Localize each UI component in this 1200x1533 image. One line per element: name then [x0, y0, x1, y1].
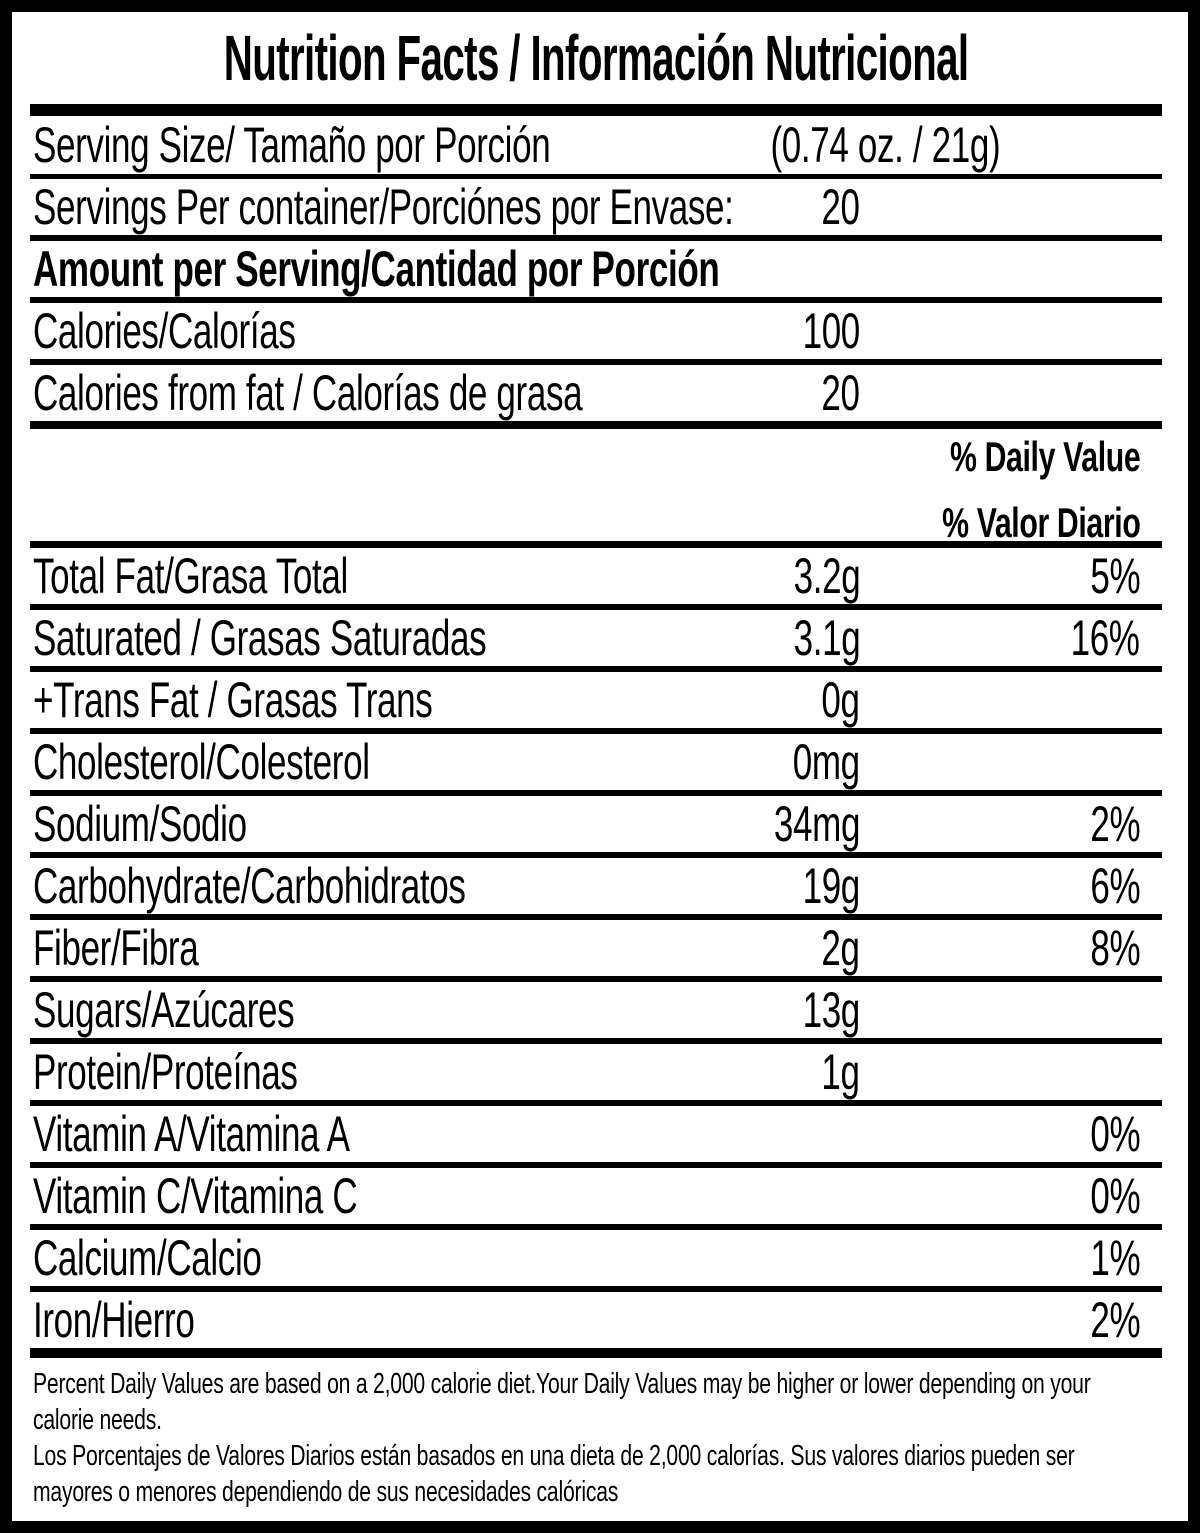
row-daily-value: 0%: [1090, 1168, 1140, 1224]
row-label: Calcium/Calcio: [33, 1230, 262, 1286]
row-amount: 13g: [802, 982, 861, 1038]
row-label: Iron/Hierro: [33, 1292, 195, 1348]
nutrient-row-carbohydrate: Carbohydrate/Carbohidratos 19g 6%: [30, 858, 1162, 920]
row-daily-value: 16%: [1070, 610, 1140, 666]
nutrient-row-vitamin-c: Vitamin C/Vitamina C 0%: [30, 1168, 1162, 1230]
footnote-line: calorie needs.: [33, 1402, 1159, 1438]
row-label: Carbohydrate/Carbohidratos: [33, 858, 466, 914]
nutrient-row-calcium: Calcium/Calcio 1%: [30, 1230, 1162, 1292]
footnote-line: Percent Daily Values are based on a 2,00…: [33, 1366, 1159, 1402]
amount-per-serving-heading: Amount per Serving/Cantidad por Porción: [33, 241, 720, 297]
footnote-es-line-2: mayores o menores dependiendo de sus nec…: [33, 1476, 619, 1508]
nutrient-row-sugars: Sugars/Azúcares 13g: [30, 982, 1162, 1044]
nutrient-row-cholesterol: Cholesterol/Colesterol 0mg: [30, 734, 1162, 796]
footnote-en-line-1: Percent Daily Values are based on a 2,00…: [33, 1368, 1091, 1400]
row-label: Sodium/Sodio: [33, 796, 247, 852]
nutrient-row-saturated-fat: Saturated / Grasas Saturadas 3.1g 16%: [30, 610, 1162, 672]
servings-per-container-row: Servings Per container/Porciónes por Env…: [30, 179, 1162, 241]
label-title: Nutrition Facts / Información Nutriciona…: [223, 22, 969, 94]
row-amount: 3.1g: [793, 610, 860, 666]
amount-per-serving-heading-row: Amount per Serving/Cantidad por Porción: [30, 241, 1162, 303]
nutrient-row-trans-fat: +Trans Fat / Grasas Trans 0g: [30, 672, 1162, 734]
daily-value-header-es: % Valor Diario: [941, 499, 1141, 546]
row-label: Vitamin A/Vitamina A: [33, 1106, 350, 1162]
row-daily-value: 0%: [1090, 1106, 1140, 1162]
row-label: Saturated / Grasas Saturadas: [33, 610, 487, 666]
title-divider-bar: [30, 104, 1162, 116]
nutrient-row-protein: Protein/Proteínas 1g: [30, 1044, 1162, 1106]
row-amount: 0g: [821, 672, 861, 728]
row-daily-value: 5%: [1090, 548, 1140, 604]
label-title-row: Nutrition Facts / Información Nutriciona…: [30, 12, 1162, 104]
calories-row: Calories/Calorías 100: [30, 303, 1162, 365]
row-daily-value: 2%: [1090, 796, 1140, 852]
serving-size-value: (0.74 oz. / 21g): [770, 117, 1000, 173]
daily-value-header-en-line: % Daily Value: [30, 429, 1141, 495]
daily-value-header: % Daily Value % Valor Diario: [30, 429, 1162, 548]
servings-per-container-value: 20: [821, 179, 861, 235]
row-amount: 3.2g: [793, 548, 860, 604]
nutrient-row-iron: Iron/Hierro 2%: [30, 1292, 1162, 1358]
calories-from-fat-label: Calories from fat / Calorías de grasa: [33, 365, 583, 421]
row-amount: 19g: [802, 858, 861, 914]
daily-value-header-en: % Daily Value: [949, 433, 1141, 480]
calories-from-fat-value: 20: [821, 365, 861, 421]
nutrient-row-fiber: Fiber/Fibra 2g 8%: [30, 920, 1162, 982]
serving-size-row: Serving Size/ Tamaño por Porción (0.74 o…: [30, 116, 1162, 179]
servings-per-container-label: Servings Per container/Porciónes por Env…: [33, 179, 734, 235]
row-daily-value: 8%: [1090, 920, 1140, 976]
row-daily-value: 1%: [1090, 1230, 1140, 1286]
nutrient-row-total-fat: Total Fat/Grasa Total 3.2g 5%: [30, 548, 1162, 610]
row-label: Total Fat/Grasa Total: [33, 548, 348, 604]
label-content: Nutrition Facts / Información Nutriciona…: [30, 12, 1162, 1510]
row-label: Sugars/Azúcares: [33, 982, 295, 1038]
footnote-es-line-1: Los Porcentajes de Valores Diarios están…: [33, 1440, 1075, 1472]
row-amount: 0mg: [792, 734, 860, 790]
nutrient-row-vitamin-a: Vitamin A/Vitamina A 0%: [30, 1106, 1162, 1168]
calories-from-fat-row: Calories from fat / Calorías de grasa 20: [30, 365, 1162, 429]
row-label: Fiber/Fibra: [33, 920, 199, 976]
row-label: Protein/Proteínas: [33, 1044, 298, 1100]
row-amount: 34mg: [773, 796, 861, 852]
row-label: +Trans Fat / Grasas Trans: [33, 672, 433, 728]
row-amount: 1g: [821, 1044, 861, 1100]
calories-value: 100: [802, 303, 861, 359]
nutrient-row-sodium: Sodium/Sodio 34mg 2%: [30, 796, 1162, 858]
calories-label: Calories/Calorías: [33, 303, 296, 359]
daily-value-header-es-line: % Valor Diario: [30, 495, 1141, 561]
footnote-en-line-2: calorie needs.: [33, 1404, 162, 1436]
footnote-line: mayores o menores dependiendo de sus nec…: [33, 1474, 1159, 1510]
row-label: Cholesterol/Colesterol: [33, 734, 370, 790]
row-daily-value: 2%: [1090, 1292, 1140, 1348]
footnote-line: Los Porcentajes de Valores Diarios están…: [33, 1438, 1159, 1474]
footnotes: Percent Daily Values are based on a 2,00…: [30, 1358, 1162, 1510]
serving-size-label: Serving Size/ Tamaño por Porción: [33, 117, 551, 173]
row-label: Vitamin C/Vitamina C: [33, 1168, 358, 1224]
row-amount: 2g: [821, 920, 861, 976]
row-daily-value: 6%: [1090, 858, 1140, 914]
